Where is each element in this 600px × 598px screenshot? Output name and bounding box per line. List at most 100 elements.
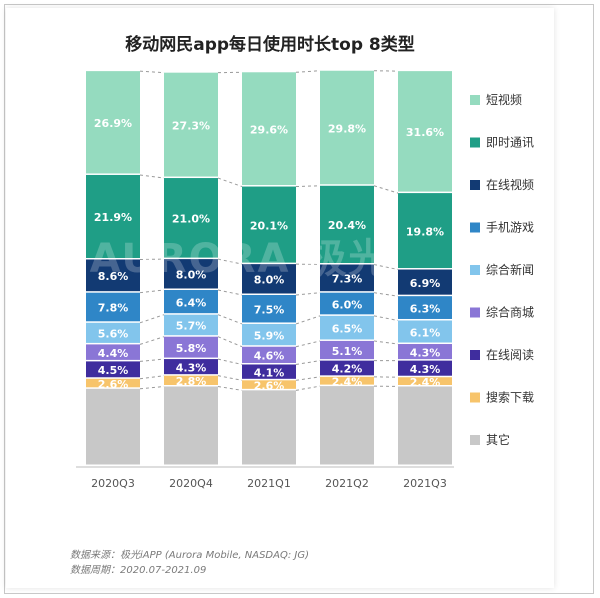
connector-综合新闻-2 xyxy=(295,315,321,325)
connector-综合新闻-3 xyxy=(373,315,399,321)
legend-swatch-手机游戏 xyxy=(470,222,480,233)
connector-其它-1 xyxy=(217,385,243,391)
bar-segment-其它-2021Q1 xyxy=(242,390,296,465)
connector-短视频-2 xyxy=(295,70,321,73)
data-label-搜索下载-2021Q1: 2.6% xyxy=(254,379,285,392)
chart-title: 移动网民app每日使用时长top 8类型 xyxy=(125,34,415,55)
data-label-即时通讯-2020Q3: 21.9% xyxy=(94,211,132,224)
bar-segment-在线阅读-2021Q1 xyxy=(242,364,296,379)
data-label-即时通讯-2021Q2: 20.4% xyxy=(328,219,366,232)
connector-即时通讯-1 xyxy=(217,177,243,188)
bar-segment-综合新闻-2021Q3 xyxy=(398,320,452,343)
connector-手机游戏-2 xyxy=(295,292,321,296)
bar-segment-在线阅读-2020Q3 xyxy=(86,361,140,378)
connector-即时通讯-3 xyxy=(373,185,399,194)
bar-segment-综合商城-2021Q1 xyxy=(242,346,296,363)
bar-segment-综合新闻-2021Q2 xyxy=(320,315,374,340)
connector-综合商城-2 xyxy=(295,340,321,348)
data-source-label: 数据来源： xyxy=(70,550,120,561)
connector-在线阅读-2 xyxy=(295,360,321,365)
data-label-在线视频-2021Q2: 7.3% xyxy=(332,273,363,286)
data-label-即时通讯-2021Q3: 19.8% xyxy=(406,225,444,238)
data-label-搜索下载-2021Q2: 2.4% xyxy=(332,375,363,388)
connector-在线阅读-0 xyxy=(139,358,165,362)
bar-segment-手机游戏-2020Q3 xyxy=(86,292,140,322)
legend-swatch-即时通讯 xyxy=(470,137,480,148)
bar-segment-短视频-2021Q2 xyxy=(320,70,374,185)
x-tick-label-2021Q2: 2021Q2 xyxy=(325,477,369,490)
bar-segment-在线视频-2021Q2 xyxy=(320,264,374,292)
data-label-搜索下载-2021Q3: 2.4% xyxy=(410,376,441,389)
bar-segment-即时通讯-2020Q4 xyxy=(164,178,218,258)
data-label-即时通讯-2020Q4: 21.0% xyxy=(172,213,210,226)
legend-label-搜索下载: 搜索下载 xyxy=(486,390,534,405)
data-label-在线阅读-2021Q3: 4.3% xyxy=(410,363,441,376)
legend-swatch-其它 xyxy=(470,435,480,445)
connector-其它-2 xyxy=(295,385,321,391)
legend-label-综合商城: 综合商城 xyxy=(486,305,534,320)
connector-即时通讯-0 xyxy=(139,174,165,179)
connector-综合新闻-0 xyxy=(139,314,165,324)
x-tick-label-2020Q3: 2020Q3 xyxy=(91,477,135,490)
x-tick-label-2021Q1: 2021Q1 xyxy=(247,477,291,490)
data-label-综合新闻-2021Q1: 5.9% xyxy=(254,329,285,342)
bar-segment-综合商城-2021Q2 xyxy=(320,340,374,360)
bar-segment-其它-2021Q3 xyxy=(398,386,452,465)
bar-segment-在线视频-2020Q3 xyxy=(86,259,140,292)
data-label-综合商城-2021Q2: 5.1% xyxy=(332,345,363,358)
bar-segment-在线阅读-2020Q4 xyxy=(164,359,218,375)
data-label-综合商城-2020Q3: 4.4% xyxy=(98,347,129,360)
data-label-手机游戏-2020Q4: 6.4% xyxy=(176,296,207,309)
bar-segment-综合新闻-2020Q4 xyxy=(164,314,218,336)
data-period-value: 2020.07-2021.09 xyxy=(120,565,207,576)
bar-segment-在线阅读-2021Q2 xyxy=(320,360,374,376)
data-source-line: 数据来源：极光iAPP (Aurora Mobile, NASDAQ: JG) xyxy=(70,546,309,561)
bar-segment-搜索下载-2020Q3 xyxy=(86,378,140,388)
x-tick-label-2020Q4: 2020Q4 xyxy=(169,477,213,490)
legend-label-综合新闻: 综合新闻 xyxy=(486,262,534,277)
bar-segment-综合新闻-2021Q1 xyxy=(242,323,296,346)
x-tick-label-2021Q3: 2021Q3 xyxy=(403,477,447,490)
bar-segment-短视频-2020Q3 xyxy=(86,71,140,174)
bar-segment-在线阅读-2021Q3 xyxy=(398,360,452,376)
connector-搜索下载-0 xyxy=(139,375,165,380)
bar-segment-其它-2021Q2 xyxy=(320,386,374,465)
connector-即时通讯-2 xyxy=(295,185,321,188)
bar-segment-综合商城-2020Q4 xyxy=(164,336,218,358)
bar-segment-短视频-2021Q1 xyxy=(242,72,296,186)
data-label-综合新闻-2021Q2: 6.5% xyxy=(332,322,363,335)
bar-segment-在线视频-2021Q3 xyxy=(398,269,452,295)
connector-在线视频-1 xyxy=(217,258,243,265)
bar-segment-其它-2020Q4 xyxy=(164,386,218,465)
bar-segment-手机游戏-2021Q1 xyxy=(242,295,296,323)
data-label-在线视频-2021Q1: 8.0% xyxy=(254,274,285,287)
bar-segment-即时通讯-2021Q3 xyxy=(398,193,452,269)
bar-segment-在线视频-2021Q1 xyxy=(242,264,296,294)
bar-segment-手机游戏-2021Q2 xyxy=(320,292,374,315)
connector-在线阅读-1 xyxy=(217,358,243,365)
data-label-搜索下载-2020Q3: 2.6% xyxy=(98,378,129,391)
data-label-短视频-2021Q1: 29.6% xyxy=(250,123,288,136)
bar-segment-手机游戏-2020Q4 xyxy=(164,289,218,314)
legend-swatch-在线阅读 xyxy=(470,350,480,360)
data-label-搜索下载-2020Q4: 2.8% xyxy=(176,375,207,388)
data-label-综合新闻-2020Q4: 5.7% xyxy=(176,320,207,333)
connector-在线视频-3 xyxy=(373,264,399,271)
bar-segment-搜索下载-2021Q3 xyxy=(398,377,452,385)
legend-label-手机游戏: 手机游戏 xyxy=(486,221,534,235)
connector-手机游戏-3 xyxy=(373,292,399,297)
data-label-短视频-2020Q3: 26.9% xyxy=(94,117,132,130)
connector-手机游戏-0 xyxy=(139,289,165,294)
data-label-综合商城-2021Q1: 4.6% xyxy=(254,350,285,363)
data-label-短视频-2021Q2: 29.8% xyxy=(328,122,366,135)
connector-综合商城-1 xyxy=(217,336,243,348)
legend-label-其它: 其它 xyxy=(486,432,510,447)
data-label-手机游戏-2021Q2: 6.0% xyxy=(332,298,363,311)
legend-swatch-综合商城 xyxy=(470,307,480,318)
connector-其它-0 xyxy=(139,385,165,390)
data-label-在线阅读-2020Q3: 4.5% xyxy=(98,364,129,377)
legend-swatch-在线视频 xyxy=(470,180,480,190)
bar-segment-综合新闻-2020Q3 xyxy=(86,322,140,343)
bar-segment-综合商城-2020Q3 xyxy=(86,344,140,360)
